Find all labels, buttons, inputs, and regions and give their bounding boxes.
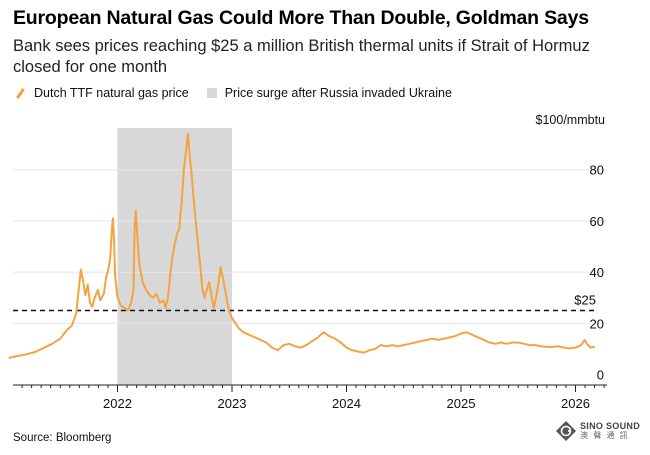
x-tick-label-2026: 2026 bbox=[561, 396, 590, 411]
watermark: SINO SOUND 澳 聲 通 訊 bbox=[555, 420, 640, 442]
watermark-logo-icon bbox=[556, 421, 576, 441]
watermark-text-en: SINO SOUND bbox=[580, 421, 641, 431]
chart-title: European Natural Gas Could More Than Dou… bbox=[13, 7, 589, 29]
y-tick-label-40: 40 bbox=[590, 265, 604, 280]
x-tick-label-2022: 2022 bbox=[103, 396, 132, 411]
reference-label: $25 bbox=[574, 293, 596, 308]
series-line bbox=[8, 132, 596, 359]
chart-subtitle: Bank sees prices reaching $25 a million … bbox=[13, 37, 590, 76]
x-tick-label-2024: 2024 bbox=[332, 396, 361, 411]
watermark-text-cn: 澳 聲 通 訊 bbox=[580, 431, 630, 440]
legend-item-series: Dutch TTF natural gas price bbox=[13, 86, 189, 100]
y-tick-label-80: 80 bbox=[590, 163, 604, 178]
legend-series-label: Dutch TTF natural gas price bbox=[34, 86, 189, 100]
x-tick-label-2023: 2023 bbox=[218, 396, 247, 411]
gridlines bbox=[13, 169, 607, 324]
y-tick-label-20: 20 bbox=[590, 316, 604, 331]
legend-shade-label: Price surge after Russia invaded Ukraine bbox=[224, 86, 452, 100]
shaded-period bbox=[117, 128, 232, 385]
y-tick-label-0: 0 bbox=[597, 368, 604, 383]
y-tick-label-60: 60 bbox=[590, 214, 604, 229]
legend: Dutch TTF natural gas price Price surge … bbox=[13, 86, 470, 100]
legend-shade-swatch bbox=[206, 88, 217, 98]
source-note: Source: Bloomberg bbox=[13, 432, 112, 444]
legend-item-shade: Price surge after Russia invaded Ukraine bbox=[206, 86, 452, 100]
y-unit-label: $100/mmbtu bbox=[536, 113, 606, 127]
x-tick-label-2025: 2025 bbox=[447, 396, 476, 411]
x-ticks: 2022 2023 2024 2025 2026 bbox=[21, 385, 605, 411]
y-tick-labels: 0 20 40 60 80 bbox=[590, 163, 604, 383]
